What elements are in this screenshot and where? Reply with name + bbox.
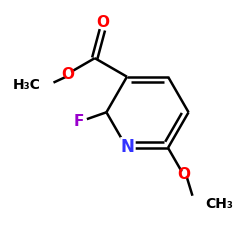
Text: H₃C: H₃C xyxy=(13,78,41,92)
Text: CH₃: CH₃ xyxy=(205,196,233,210)
Text: O: O xyxy=(96,16,109,30)
Text: O: O xyxy=(62,67,75,82)
Text: N: N xyxy=(121,138,135,156)
Text: O: O xyxy=(177,167,190,182)
Text: F: F xyxy=(74,114,84,128)
